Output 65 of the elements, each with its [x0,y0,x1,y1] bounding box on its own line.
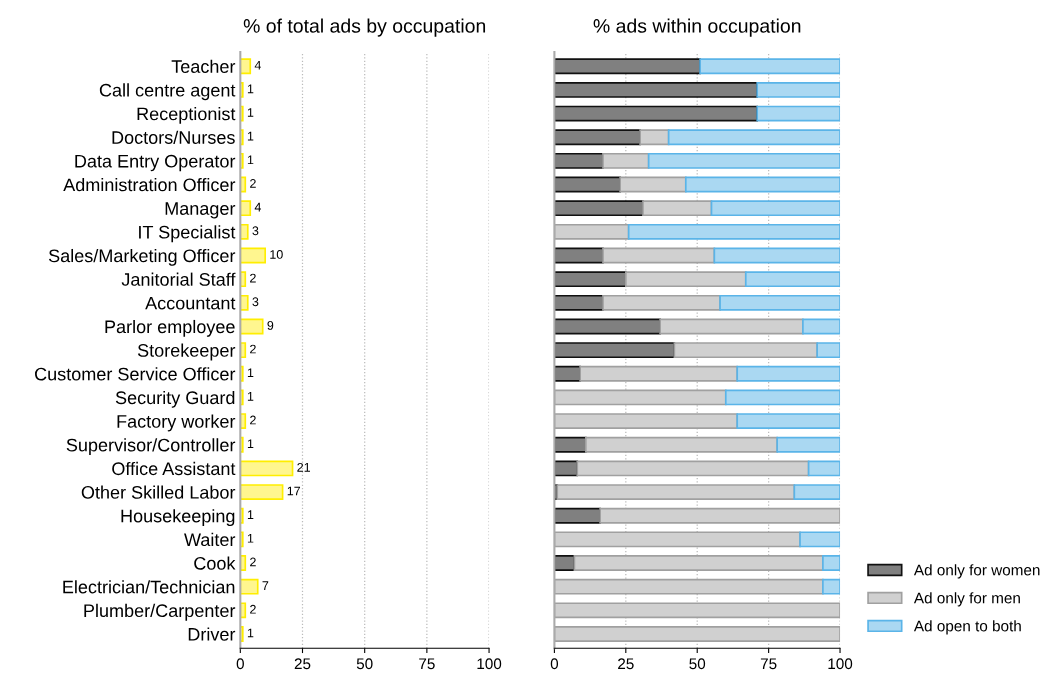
y-tick-label: Supervisor/Controller [66,438,236,456]
y-tick-label: Factory worker [117,414,236,432]
data-label: 2 [250,557,256,567]
y-tick-label: Data Entry Operator [75,154,236,172]
data-label: 1 [247,155,254,165]
y-tick-label: Manager [165,202,236,219]
x-tick-label: 25 [618,658,634,670]
data-label: 1 [247,534,254,543]
data-label: 7 [262,581,269,590]
x-tick-label: 25 [294,658,311,670]
data-label: 10 [270,250,283,259]
y-tick-label: Customer Service Officer [35,367,236,381]
chart-title: % ads within occupation [593,18,801,37]
data-label: 1 [247,108,254,117]
x-tick-label: 100 [477,658,502,670]
y-tick-label: IT Specialist [139,225,236,243]
data-label: 1 [247,392,254,401]
data-label: 1 [247,368,254,378]
data-label: 9 [267,320,274,330]
y-tick-label: Driver [188,627,236,641]
y-tick-label: Janitorial Staff [121,272,236,286]
data-label: 1 [247,84,254,94]
data-label: 2 [250,604,256,614]
data-label: 2 [250,179,256,188]
y-tick-label: Security Guard [115,390,235,408]
y-tick-label: Storekeeper [137,343,236,361]
data-label: 17 [287,486,301,496]
data-label: 2 [250,344,256,354]
y-tick-label: Administration Officer [63,177,236,192]
data-label: 4 [254,60,262,70]
y-tick-label: Cook [194,556,236,570]
legend-label: Ad only for men [913,592,1020,607]
y-tick-label: Electrician/Technician [63,580,235,594]
y-tick-label: Housekeeping [121,509,235,527]
x-tick-label: 0 [236,658,244,670]
y-tick-label: Other Skilled Labor [81,485,236,499]
data-label: 3 [252,226,259,236]
x-tick-label: 75 [419,658,435,670]
data-label: 4 [254,202,262,212]
data-label: 1 [247,131,254,141]
x-tick-label: 0 [550,658,559,670]
data-label: 1 [247,510,254,519]
x-tick-label: 75 [760,658,777,670]
data-label: 2 [250,415,256,425]
y-tick-label: Doctors/Nurses [112,130,235,144]
data-label: 1 [247,439,254,448]
y-tick-label: Call centre agent [99,83,236,101]
y-tick-label: Office Assistant [112,461,236,476]
y-tick-label: Parlor employee [105,319,235,337]
data-label: 2 [250,273,256,283]
y-tick-label: Receptionist [137,107,236,124]
y-tick-label: Waiter [184,532,236,547]
y-tick-label: Sales/Marketing Officer [48,248,236,266]
y-tick-label: Accountant [145,296,236,310]
legend-label: Ad open to both [913,620,1021,635]
data-label: 21 [297,462,311,472]
x-tick-label: 100 [828,658,853,670]
data-label: 3 [252,297,259,307]
y-tick-label: Plumber/Carpenter [84,603,236,621]
legend-label: Ad only for women [913,564,1040,579]
y-tick-label: Teacher [171,59,236,73]
x-tick-label: 50 [689,658,706,670]
chart-title: % of total ads by occupation [243,18,486,37]
data-label: 1 [247,628,254,638]
x-tick-label: 50 [356,658,373,670]
